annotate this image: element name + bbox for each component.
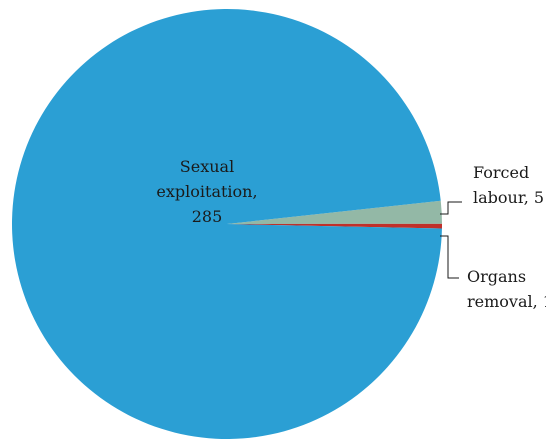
label-organs-removal: Organs removal, 1	[467, 267, 546, 311]
slice-labels: Sexual exploitation, 285 Forced labour, 5 Org…	[156, 157, 546, 311]
pie-slices	[11, 8, 442, 439]
label-forced-labour: Forced labour, 5	[473, 163, 544, 207]
leader-organs-removal	[440, 235, 459, 279]
leader-forced-labour	[440, 201, 462, 215]
slice-forced-labour	[227, 200, 442, 224]
label-sexual-exploitation: Sexual exploitation, 285	[156, 157, 257, 226]
slice-sexual-exploitation	[11, 8, 442, 439]
slice-organs-removal	[227, 223, 442, 229]
